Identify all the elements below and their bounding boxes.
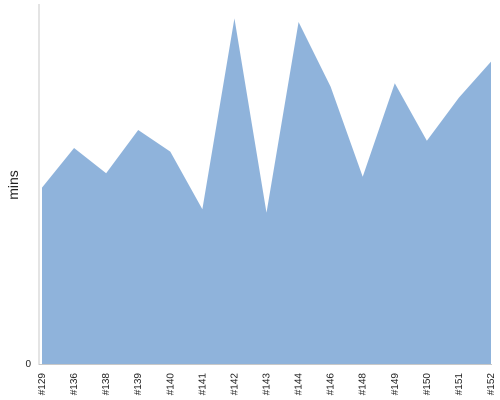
x-tick-labels: #129 #136 #138 #139 #140 #141 #142 #143 #144 #146… — [37, 373, 497, 396]
data-point-150 — [424, 138, 430, 144]
x-tick-label: #148 — [358, 373, 369, 396]
x-tick-label: #144 — [294, 373, 305, 396]
y-tick-labels: 0 — [25, 359, 31, 370]
x-tick-label: #140 — [165, 373, 176, 396]
x-tick-label: #152 — [486, 373, 497, 396]
x-tick-label: #138 — [101, 373, 112, 396]
data-point-140 — [167, 149, 173, 155]
data-point-151 — [456, 95, 462, 101]
data-point-142 — [231, 15, 237, 21]
data-point-136 — [71, 145, 77, 151]
data-point-146 — [328, 84, 334, 90]
area-layer — [39, 15, 494, 365]
x-tick-label: #149 — [390, 373, 401, 396]
series-area — [42, 18, 491, 365]
data-point-143 — [264, 210, 270, 216]
axes — [38, 4, 492, 365]
data-point-148 — [360, 174, 366, 180]
data-point-152 — [488, 59, 494, 65]
data-point-138 — [103, 170, 109, 176]
data-point-129 — [39, 185, 45, 191]
x-tick-label: #136 — [69, 373, 80, 396]
x-tick-label: #142 — [229, 373, 240, 396]
x-tick-label: #141 — [197, 373, 208, 396]
x-tick-label: #139 — [133, 373, 144, 396]
data-point-141 — [199, 206, 205, 212]
x-tick-label: #146 — [326, 373, 337, 396]
x-tick-label: #150 — [422, 373, 433, 396]
y-tick-label: 0 — [25, 359, 31, 370]
x-tick-label: #151 — [454, 373, 465, 396]
data-point-144 — [296, 19, 302, 25]
data-point-149 — [392, 80, 398, 86]
y-axis-title: mins — [5, 170, 21, 200]
data-point-139 — [135, 127, 141, 133]
x-tick-label: #143 — [262, 373, 273, 396]
x-tick-label: #129 — [37, 373, 48, 396]
